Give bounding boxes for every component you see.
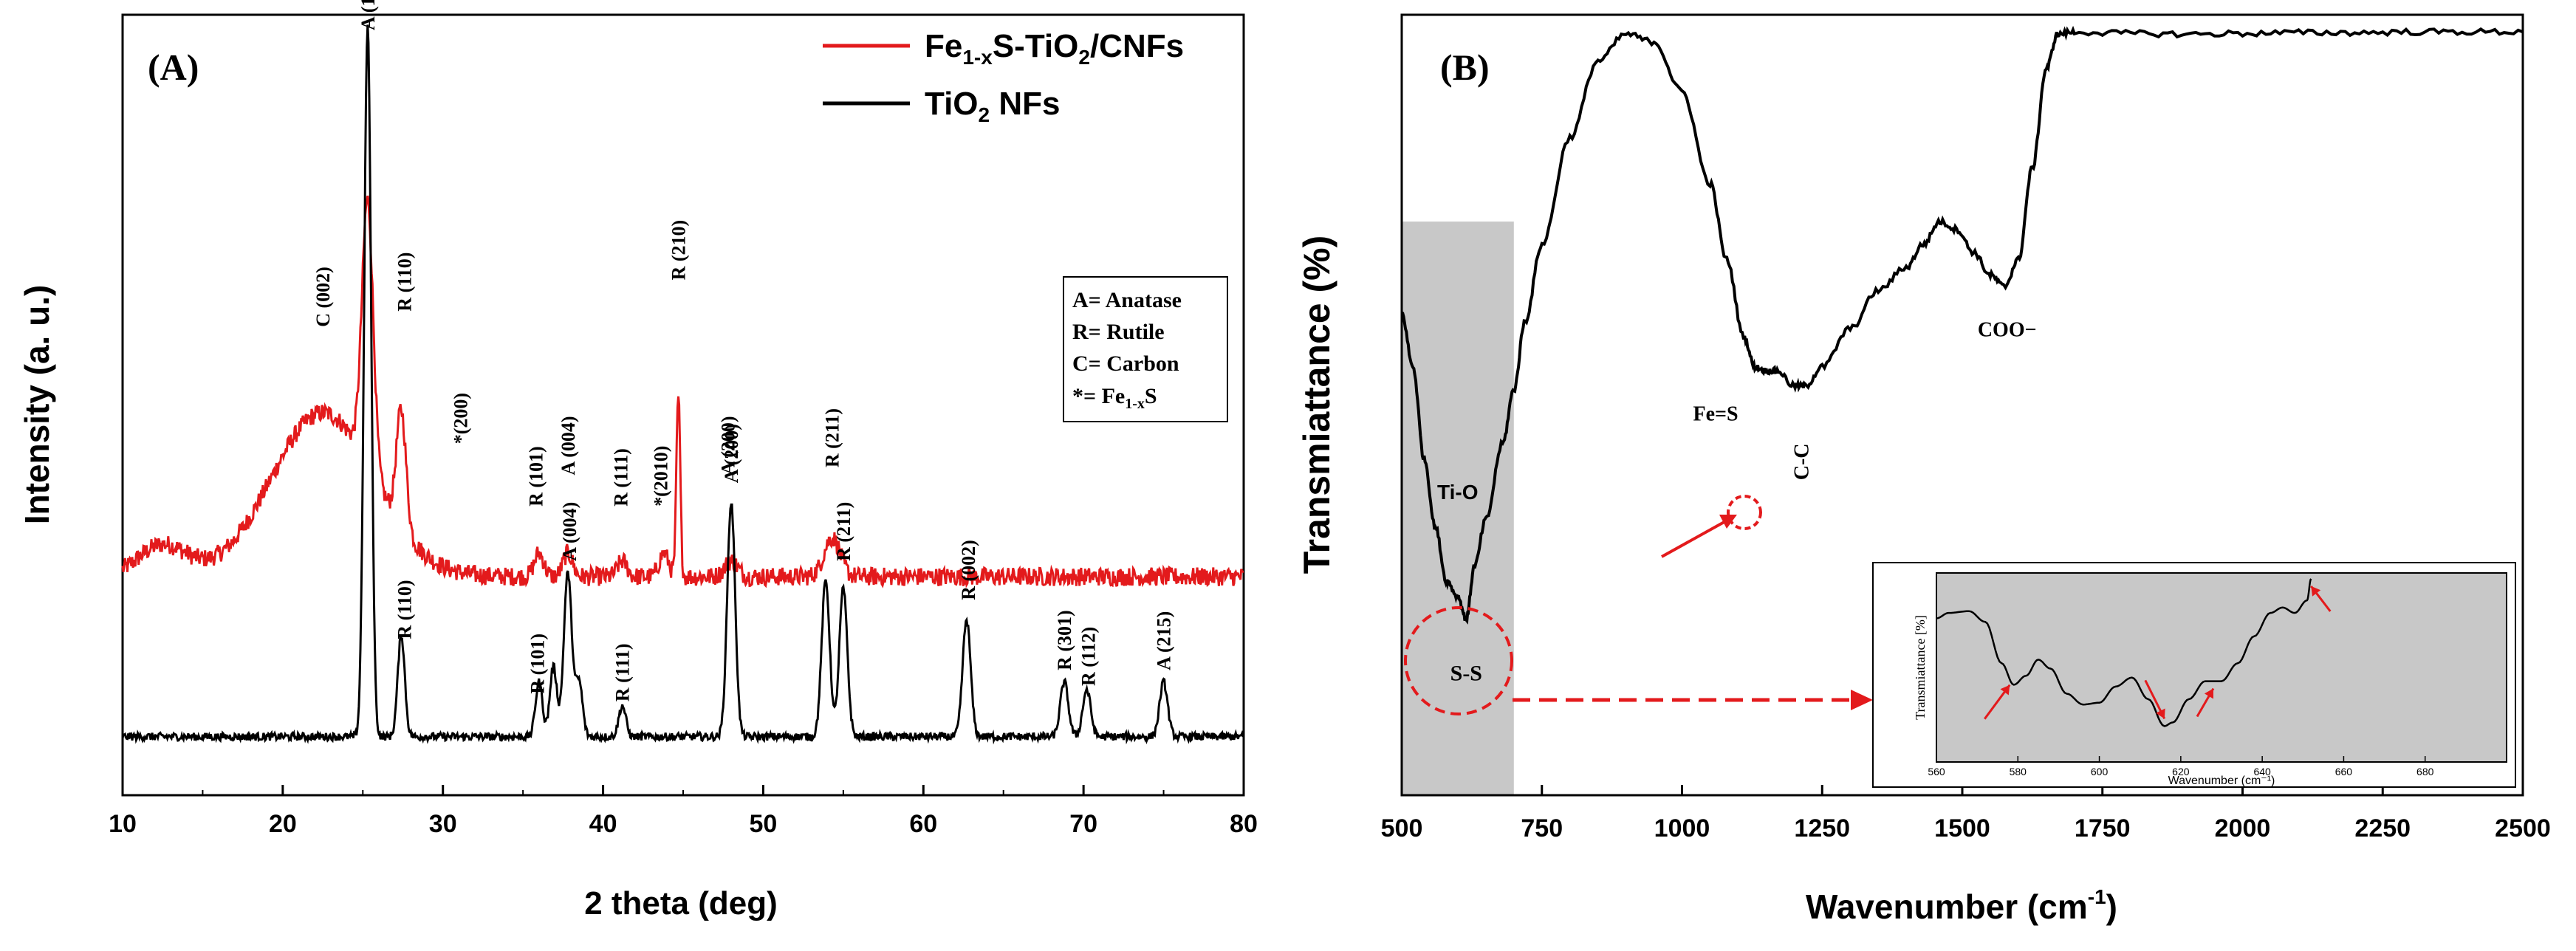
peak-label: C (002) [312, 267, 334, 327]
peak-label: A (004) [559, 502, 580, 561]
peak-label: R (111) [610, 448, 631, 507]
x-tick-label: 1500 [1934, 814, 1990, 842]
panel-b-label: (B) [1440, 47, 1490, 88]
x-tick-label: 20 [269, 810, 297, 838]
key-fe: *= Fe1-xS [1072, 384, 1157, 412]
peak-label: R (301) [1054, 610, 1075, 670]
peak-label: R (211) [833, 502, 854, 561]
x-tick-label: 2500 [2495, 814, 2551, 842]
ti-o-shaded-region [1402, 222, 1514, 796]
peak-label: R (002) [958, 540, 979, 600]
inset-x-tick-label: 560 [1928, 766, 1945, 777]
x-tick-label: 1250 [1794, 814, 1850, 842]
band-label: C-C [1790, 444, 1813, 481]
fe-s-arrow [1661, 518, 1729, 558]
x-tick-label: 50 [750, 810, 778, 838]
inset-x-tick-label: 640 [2253, 766, 2271, 777]
panel-a-legend: Fe1-xS-TiO2/CNFs TiO2 NFs [823, 28, 1184, 126]
series-line-ftir [1400, 25, 2524, 625]
panel-b: 500 750 1000 1250 1500 1750 2000 2250 2500 (B) T… [1296, 13, 2551, 926]
peak-label: R (110) [394, 580, 416, 639]
series-line-fe-tio2-cnfs [121, 195, 1244, 588]
ti-o-label: Ti-O [1437, 481, 1478, 504]
peak-label: A (200) [718, 416, 739, 475]
inset-ylabel: Transmiattance [%] [1913, 615, 1928, 720]
peak-label: A (215) [1154, 611, 1175, 670]
peak-label: A (004) [558, 416, 579, 475]
peak-label: *(2010) [651, 446, 672, 507]
band-label: COO− [1978, 319, 2037, 342]
peak-label: A (101) [357, 0, 379, 30]
inset-x-tick-label: 660 [2335, 766, 2353, 777]
inset-feature-arrowhead [2000, 684, 2010, 696]
panel-a: 10 20 30 40 50 60 70 80 A (101)R (110)R (101)A … [18, 0, 1258, 921]
x-tick-label: 2250 [2354, 814, 2411, 842]
legend-label-red: Fe1-xS-TiO2/CNFs [925, 28, 1184, 69]
key-carbon: C= Carbon [1072, 351, 1179, 376]
inset-content: 560 580 600 620 640 660 680 [1928, 578, 2434, 777]
panel-b-ylabel: Transmiattance (%) [1296, 236, 1337, 574]
series-line-tio2-nfs [121, 24, 1245, 745]
inset-feature-arrowhead [2156, 708, 2165, 719]
fe-s-arrowhead [1719, 515, 1737, 529]
inset-series-line [1936, 578, 2312, 727]
key-box-frame [1063, 276, 1228, 422]
panel-b-series [1400, 25, 2524, 625]
x-tick-label: 40 [589, 810, 617, 838]
fe-s-circle [1727, 495, 1762, 530]
x-tick-label: 80 [1230, 810, 1258, 838]
peak-label: A (200) [721, 424, 742, 483]
panel-b-ticks: 500 750 1000 1250 1500 1750 2000 2250 2500 [1381, 785, 2551, 842]
inset-x-tick-label: 680 [2416, 766, 2434, 777]
peak-label: R (101) [526, 446, 547, 507]
ftir-inset: 560 580 600 620 640 660 680 Transmiattance [%]… [1872, 562, 2516, 788]
x-tick-label: 1000 [1654, 814, 1710, 842]
peak-label: R (110) [394, 253, 416, 312]
x-tick-label: 1750 [2075, 814, 2131, 842]
inset-x-tick-label: 620 [2172, 766, 2190, 777]
panel-b-xlabel: Wavenumber (cm-1) [1806, 885, 2117, 926]
x-tick-label: 60 [909, 810, 937, 838]
peak-label: *(200) [451, 393, 472, 444]
peak-label: R (210) [668, 220, 690, 281]
panel-a-key-box: A= Anatase R= Rutile C= Carbon *= Fe1-xS [1063, 276, 1228, 422]
panel-a-label: (A) [148, 47, 199, 88]
s-s-circle [1404, 606, 1513, 715]
inset-x-tick-label: 600 [2091, 766, 2109, 777]
inset-plot-area [1936, 572, 2507, 763]
inset-feature-arrowhead [2204, 688, 2213, 699]
x-tick-label: 750 [1521, 814, 1563, 842]
inset-xlabel: Wavenumber (cm⁻¹) [2168, 775, 2275, 787]
band-label: Fe=S [1693, 402, 1738, 425]
x-tick-label: 10 [109, 810, 137, 838]
panel-a-series [121, 24, 1245, 745]
panel-a-ticks: 10 20 30 40 50 60 70 80 [109, 785, 1258, 838]
peak-label: R (101) [527, 634, 549, 694]
peak-label: R (111) [612, 643, 634, 701]
key-rutile: R= Rutile [1072, 320, 1165, 344]
band-label: S-S [1450, 662, 1482, 686]
inset-pointer-arrowhead [1851, 690, 1873, 710]
panel-a-xlabel: 2 theta (deg) [584, 885, 778, 921]
x-tick-label: 30 [429, 810, 457, 838]
inset-feature-arrowhead [2311, 586, 2321, 597]
legend-label-black: TiO2 NFs [925, 86, 1060, 126]
inset-x-tick-label: 580 [2010, 766, 2027, 777]
panel-b-band-labels: Fe=S C-C COO− S-S [1450, 319, 2037, 686]
peak-label: R (211) [822, 408, 843, 467]
panel-a-ylabel: Intensity (a. u.) [18, 285, 56, 525]
x-tick-label: 70 [1069, 810, 1097, 838]
panel-a-peak-labels: A (101) R (110) R (101) A (004) R (111) A (20… [312, 0, 1175, 701]
peak-label: R (112) [1078, 627, 1100, 686]
x-tick-label: 2000 [2215, 814, 2271, 842]
key-anatase: A= Anatase [1072, 288, 1182, 312]
x-tick-label: 500 [1381, 814, 1423, 842]
